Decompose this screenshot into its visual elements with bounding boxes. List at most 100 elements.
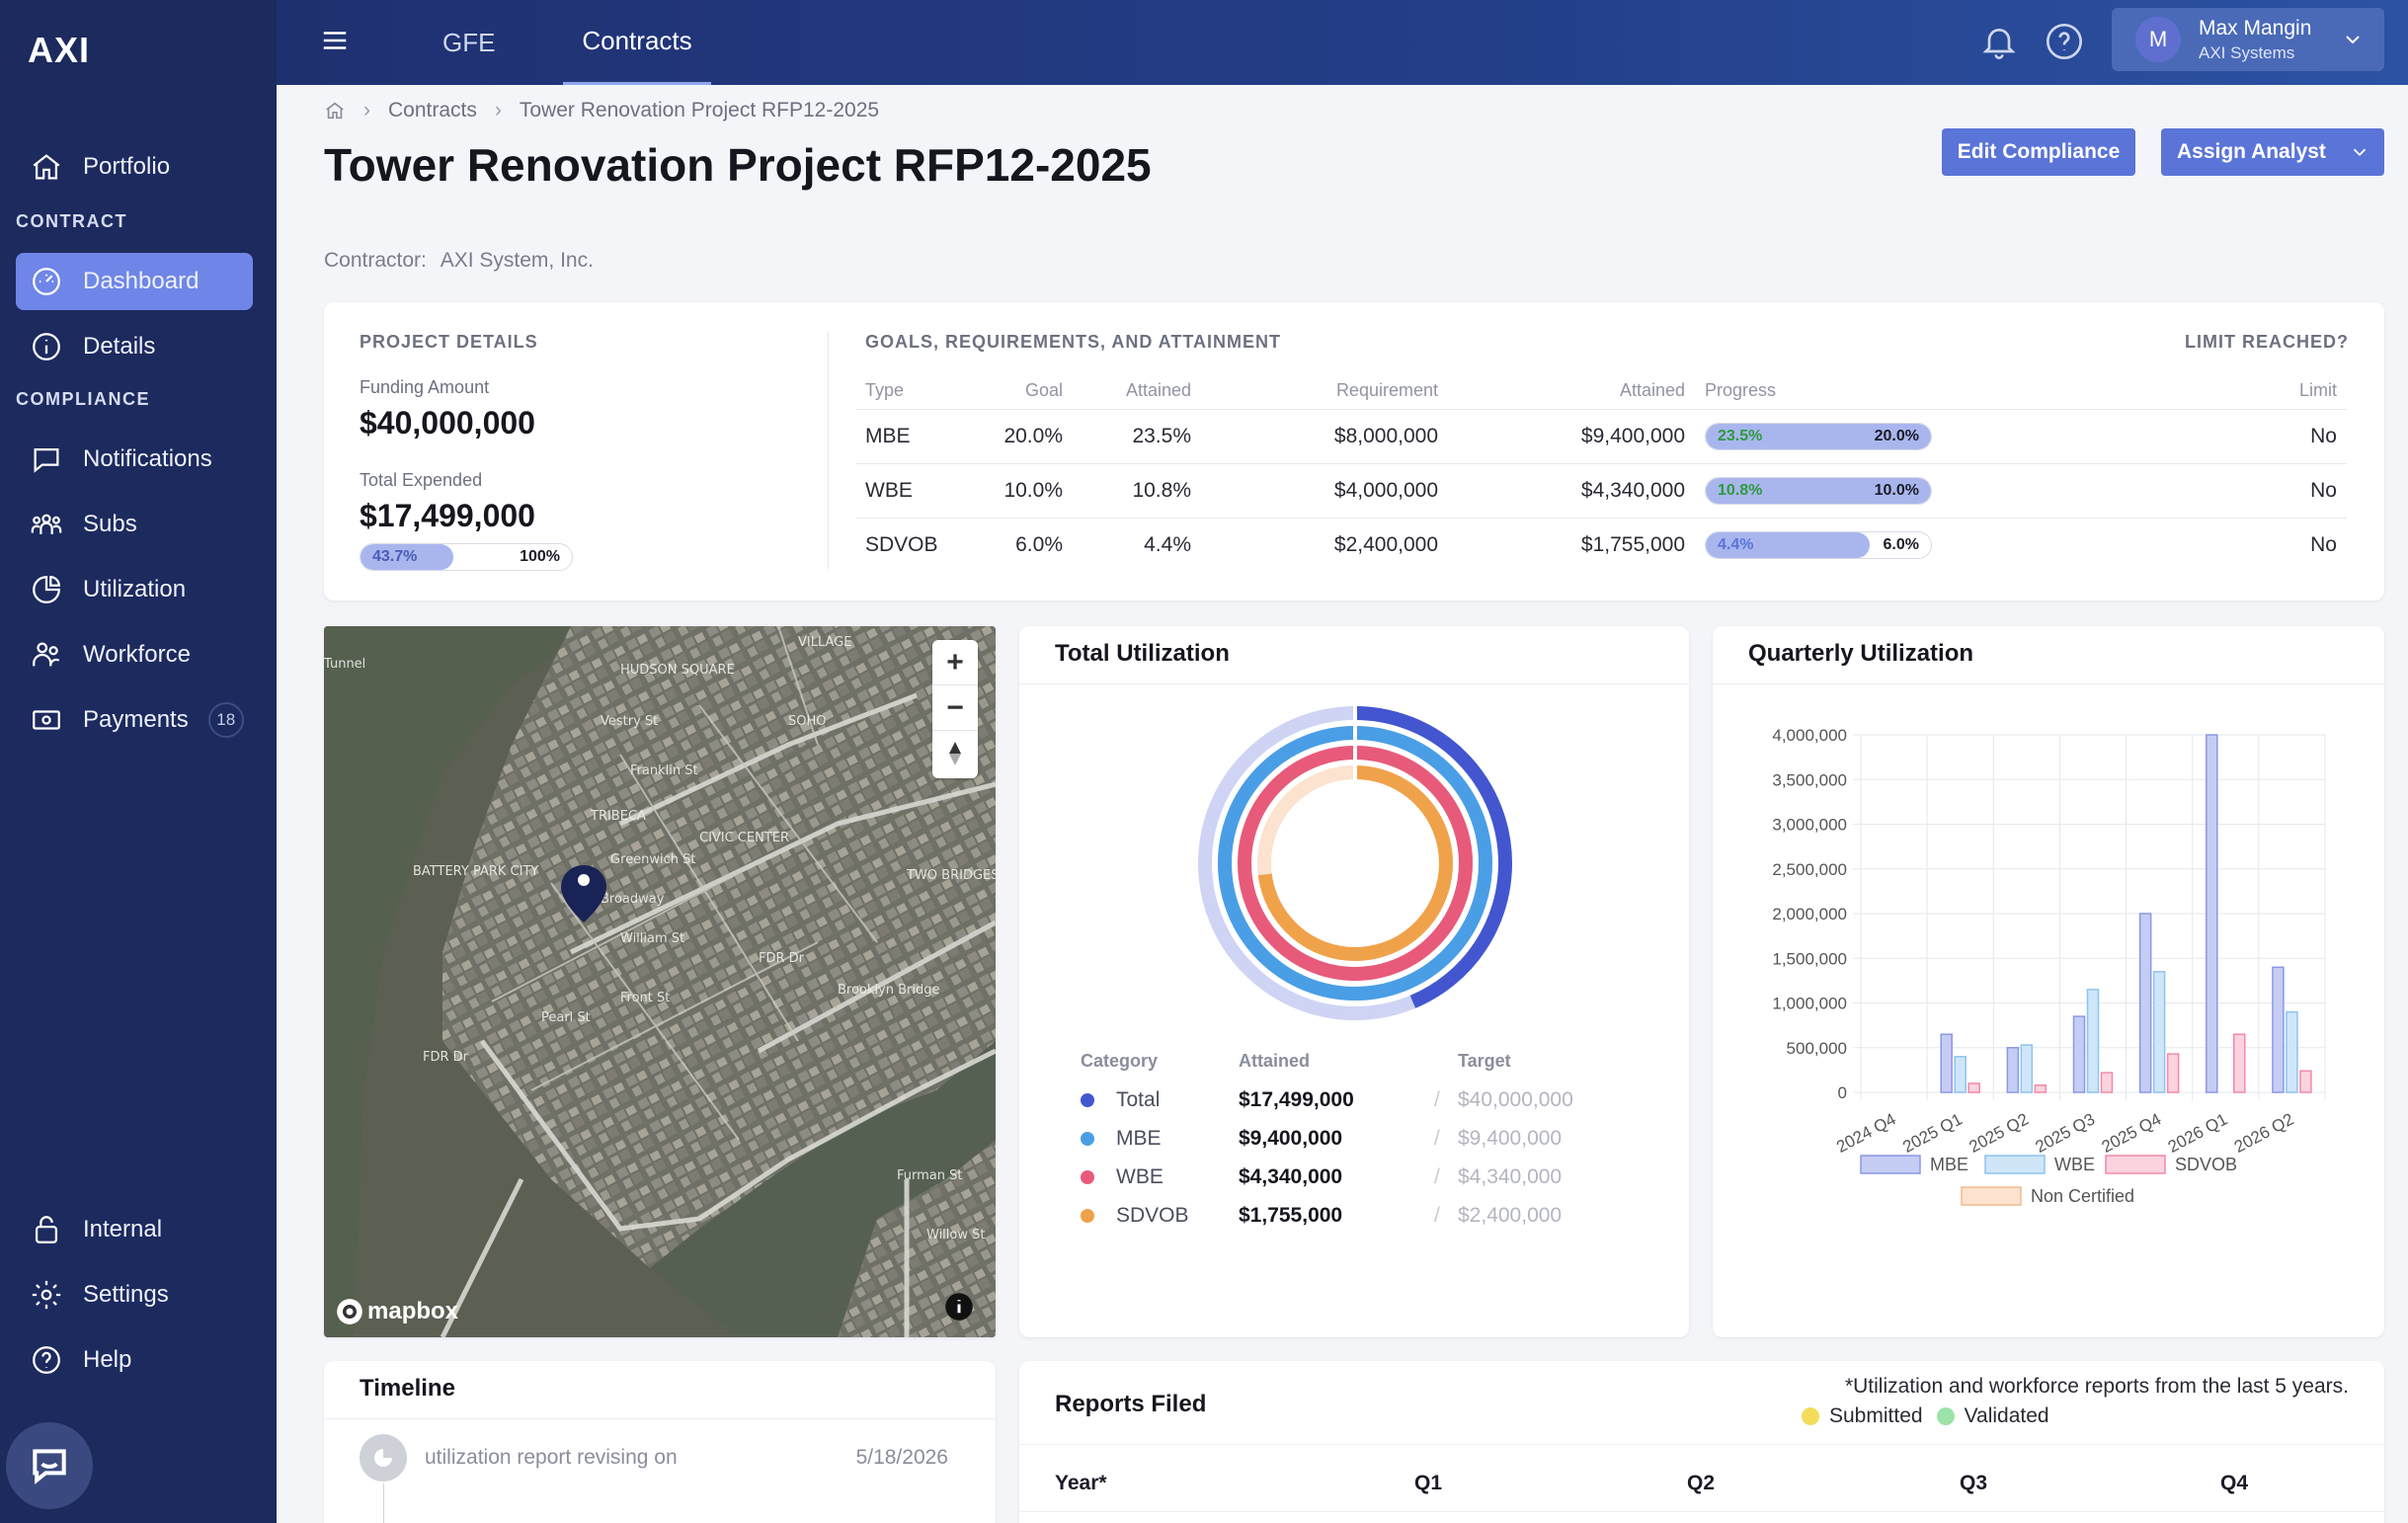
legend-swatch[interactable] [1961, 1186, 2022, 1206]
bell-icon[interactable] [1979, 22, 2019, 61]
pie-chart-icon [374, 1449, 392, 1467]
bar-sdvob[interactable] [2299, 1070, 2312, 1093]
reports-legend: Submitted Validated [1802, 1404, 2049, 1428]
sidebar-item-workforce[interactable]: Workforce [16, 626, 253, 683]
bar-mbe[interactable] [1940, 1033, 1953, 1093]
separator: / [1434, 1204, 1440, 1227]
user-name: Max Mangin [2199, 16, 2312, 40]
user-menu[interactable]: M Max Mangin AXI Systems [2112, 8, 2384, 71]
bar-sdvob[interactable] [2233, 1033, 2246, 1093]
edit-compliance-button[interactable]: Edit Compliance [1942, 128, 2135, 176]
menu-icon[interactable] [320, 26, 350, 55]
progress-fill [1706, 531, 1871, 558]
progress-attained: 43.7% [372, 548, 418, 565]
goal-progress-bar: 4.4% 6.0% [1705, 530, 1932, 559]
sidebar-item-label: Portfolio [83, 153, 171, 180]
x-tick-label: 2025 Q3 [2033, 1109, 2099, 1156]
bar-wbe[interactable] [2020, 1044, 2034, 1093]
map-card[interactable]: Tunnel HUDSON SQUARE VILLAGE Vestry St S… [324, 626, 996, 1337]
chat-button[interactable] [6, 1422, 93, 1509]
x-tick-label: 2025 Q4 [2099, 1109, 2165, 1156]
legend-swatch[interactable] [1984, 1155, 2046, 1174]
bar-sdvob[interactable] [2034, 1084, 2047, 1093]
bar-mbe[interactable] [2138, 913, 2152, 1093]
bar-mbe[interactable] [2206, 734, 2218, 1093]
sidebar-item-details[interactable]: Details [16, 318, 253, 375]
attained-amount: $17,499,000 [1239, 1088, 1354, 1111]
sidebar-item-notifications[interactable]: Notifications [16, 431, 253, 488]
goal-type: WBE [855, 462, 964, 518]
info-icon[interactable] [944, 1292, 974, 1322]
help-icon[interactable] [2045, 22, 2084, 61]
map-controls: + − [932, 640, 978, 778]
sidebar-item-utilization[interactable]: Utilization [16, 561, 253, 618]
tab-gfe[interactable]: GFE [442, 27, 496, 57]
compass-button[interactable] [932, 731, 978, 776]
map-label: Brooklyn Bridge [838, 983, 939, 998]
bar-sdvob[interactable] [2100, 1072, 2114, 1093]
sidebar-item-settings[interactable]: Settings [16, 1266, 253, 1323]
donut-arc-wbe[interactable] [1238, 746, 1473, 981]
sidebar-item-label: Settings [83, 1281, 169, 1308]
chevron-right-icon: › [363, 99, 370, 121]
bar-mbe[interactable] [2006, 1047, 2020, 1093]
sidebar-item-help[interactable]: Help [16, 1331, 253, 1389]
x-tick-label: 2025 Q2 [1966, 1109, 2032, 1156]
legend-label[interactable]: MBE [1930, 1155, 1968, 1174]
assign-analyst-button[interactable]: Assign Analyst [2161, 128, 2384, 176]
app-logo: AXI [28, 30, 91, 70]
goal-progress-bar: 23.5% 20.0% [1705, 422, 1932, 450]
sidebar-item-payments[interactable]: Payments 18 [16, 691, 253, 749]
sidebar-item-dashboard[interactable]: Dashboard [16, 253, 253, 310]
goal-percent: 10.0% [964, 462, 1073, 518]
progress-max: 100% [520, 548, 560, 565]
legend-label[interactable]: SDVOB [2175, 1155, 2237, 1174]
home-icon[interactable] [324, 100, 346, 121]
assign-analyst-label: Assign Analyst [2177, 140, 2326, 163]
goal-progress-bar: 10.8% 10.0% [1705, 476, 1932, 505]
category-name: MBE [1116, 1127, 1162, 1150]
legend-swatch[interactable] [1860, 1155, 1921, 1174]
separator: / [1434, 1088, 1440, 1111]
progress-cell: 23.5% 20.0% [1695, 408, 1952, 463]
bar-wbe[interactable] [1954, 1056, 1967, 1093]
satellite-map[interactable]: Tunnel HUDSON SQUARE VILLAGE Vestry St S… [324, 626, 996, 1337]
help-circle-icon [33, 1346, 60, 1374]
category-name: WBE [1116, 1165, 1164, 1188]
bar-wbe[interactable] [2286, 1010, 2298, 1093]
category-swatch [1081, 1170, 1094, 1184]
bar-mbe[interactable] [2272, 966, 2285, 1093]
breadcrumb-contracts[interactable]: Contracts [388, 99, 477, 121]
legend-swatch[interactable] [2105, 1155, 2166, 1174]
requirement-amount: $2,400,000 [1201, 517, 1448, 572]
legend-label[interactable]: WBE [2054, 1155, 2095, 1174]
sidebar-item-portfolio[interactable]: Portfolio [16, 138, 253, 196]
zoom-out-button[interactable]: − [932, 685, 978, 731]
bar-sdvob[interactable] [2166, 1053, 2180, 1093]
tab-contracts[interactable]: Contracts [563, 0, 711, 85]
divider [324, 1418, 996, 1419]
progress-goal: 10.0% [1874, 481, 1919, 499]
bar-mbe[interactable] [2072, 1015, 2086, 1093]
legend-label[interactable]: Non Certified [2031, 1186, 2134, 1206]
y-tick-label: 4,000,000 [1772, 726, 1847, 745]
mapbox-logo[interactable]: mapbox [336, 1298, 458, 1325]
map-label: TWO BRIDGES [906, 868, 996, 883]
zoom-in-button[interactable]: + [932, 640, 978, 685]
bar-sdvob[interactable] [1967, 1082, 1980, 1093]
map-pin-icon[interactable] [561, 865, 606, 922]
bar-wbe[interactable] [2152, 971, 2166, 1093]
legend-validated: Validated [1964, 1404, 2049, 1427]
requirement-amount: $4,000,000 [1201, 462, 1448, 518]
sidebar-item-subs[interactable]: Subs [16, 496, 253, 553]
y-tick-label: 3,500,000 [1772, 770, 1847, 789]
bar-wbe[interactable] [2086, 989, 2100, 1093]
mapbox-label: mapbox [367, 1298, 459, 1324]
sidebar-item-internal[interactable]: Internal [16, 1201, 253, 1258]
validated-swatch [1936, 1407, 1955, 1425]
x-tick-label: 2026 Q2 [2231, 1109, 2297, 1156]
limit-reached: No [1952, 462, 2347, 518]
payments-count-badge: 18 [207, 702, 244, 738]
sidebar: AXI Portfolio CONTRACT Dashboard Details… [0, 0, 277, 1523]
col-header: Target [1458, 1051, 1511, 1071]
